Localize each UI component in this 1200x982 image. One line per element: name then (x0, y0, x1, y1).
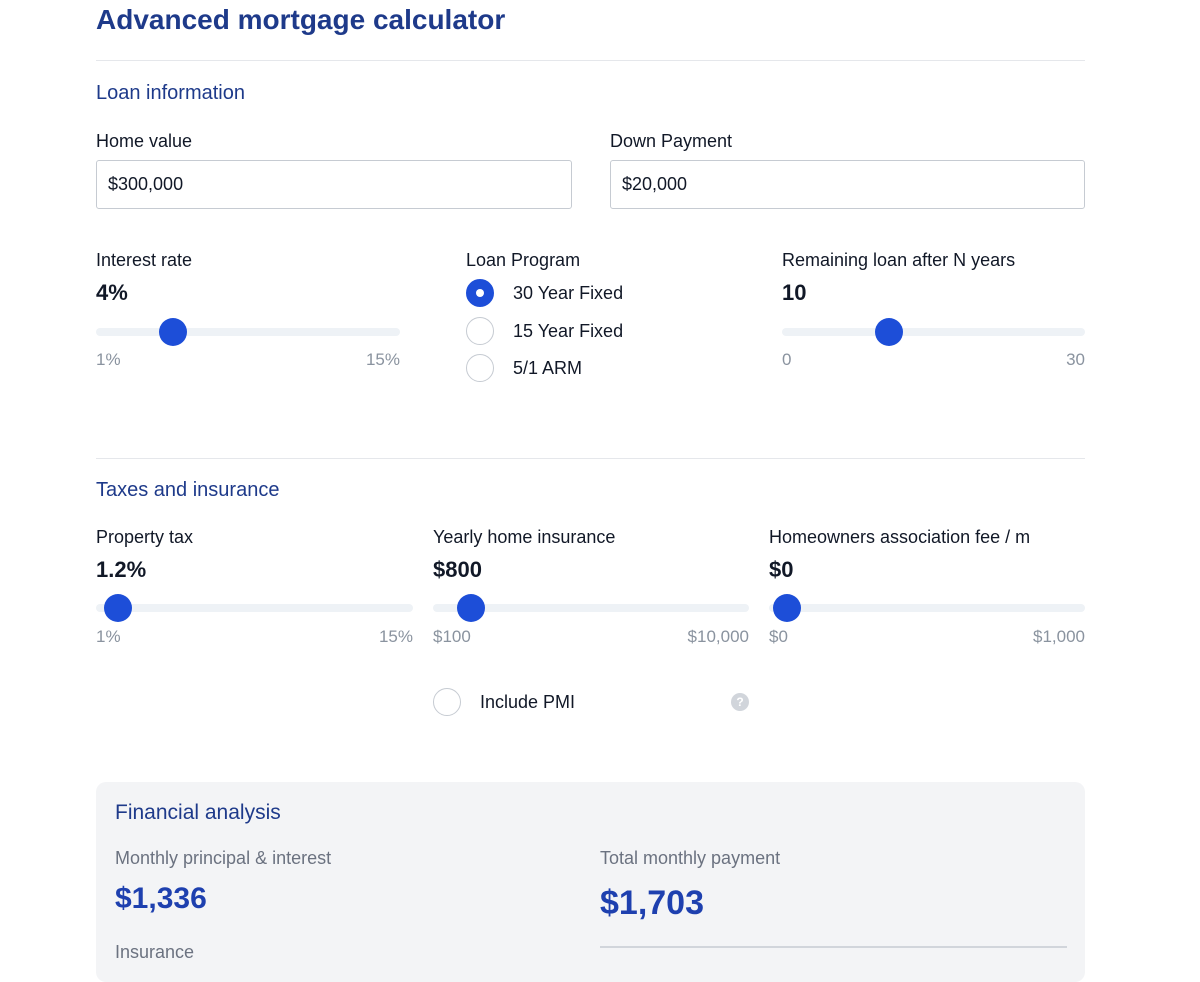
slider-track[interactable] (782, 328, 1085, 336)
interest-rate-slider[interactable] (96, 314, 400, 350)
include-pmi-label: Include PMI (480, 691, 576, 712)
slider-max-label: $1,000 (1033, 627, 1085, 646)
remaining-loan-slider[interactable] (782, 314, 1085, 350)
property-tax-slider[interactable] (96, 590, 413, 626)
slider-min-label: 1% (96, 627, 121, 646)
home-insurance-label: Yearly home insurance (433, 527, 616, 547)
property-tax-label: Property tax (96, 527, 194, 547)
remaining-loan-label: Remaining loan after N years (782, 250, 1016, 270)
slider-thumb[interactable] (103, 594, 132, 622)
radio-option-30-year-fixed[interactable]: 30 Year Fixed (466, 279, 623, 307)
section-title-loan-information: Loan information (96, 82, 245, 104)
slider-min-label: $100 (433, 627, 471, 646)
slider-thumb[interactable] (773, 594, 801, 622)
total-monthly-label: Total monthly payment (600, 848, 781, 868)
slider-min-label: 0 (782, 350, 792, 369)
radio-label: 30 Year Fixed (513, 282, 624, 303)
home-value-input[interactable] (96, 160, 572, 209)
financial-analysis-title: Financial analysis (115, 801, 281, 824)
radio-label: 15 Year Fixed (513, 320, 624, 341)
slider-max-label: 15% (365, 350, 400, 369)
page-title: Advanced mortgage calculator (96, 4, 506, 35)
radio-label: 5/1 ARM (513, 357, 583, 378)
total-monthly-value: $1,703 (600, 884, 704, 922)
radio-button[interactable] (466, 317, 494, 345)
principal-interest-label: Monthly principal & interest (115, 848, 332, 868)
pmi-toggle[interactable] (433, 688, 461, 716)
slider-thumb[interactable] (874, 318, 903, 346)
home-insurance-slider[interactable] (433, 590, 749, 626)
radio-option-15-year-fixed[interactable]: 15 Year Fixed (466, 317, 623, 345)
include-pmi-checkbox[interactable]: Include PMI (433, 688, 575, 716)
home-value-label: Home value (96, 131, 193, 151)
slider-track[interactable] (96, 604, 413, 612)
radio-option-5-1-arm[interactable]: 5/1 ARM (466, 354, 582, 382)
slider-track[interactable] (96, 328, 400, 336)
property-tax-value: 1.2% (96, 557, 147, 582)
interest-rate-value: 4% (96, 280, 128, 305)
hoa-fee-slider[interactable] (769, 590, 1085, 626)
radio-button[interactable] (466, 279, 494, 307)
home-insurance-value: $800 (433, 557, 482, 582)
slider-max-label: $10,000 (687, 627, 749, 646)
remaining-loan-value: 10 (782, 280, 807, 305)
slider-max-label: 30 (1066, 350, 1085, 369)
insurance-label: Insurance (115, 942, 195, 962)
slider-max-label: 15% (378, 627, 413, 646)
radio-button[interactable] (466, 354, 494, 382)
principal-interest-value: $1,336 (115, 882, 207, 915)
slider-track[interactable] (433, 604, 749, 612)
slider-min-label: 1% (96, 350, 121, 369)
loan-program-label: Loan Program (466, 250, 581, 270)
slider-min-label: $0 (769, 627, 788, 646)
financial-analysis-panel (96, 782, 1085, 982)
divider (600, 946, 1067, 948)
divider (96, 458, 1085, 459)
hoa-fee-label: Homeowners association fee / m (769, 527, 1031, 547)
slider-track[interactable] (769, 604, 1085, 612)
hoa-fee-value: $0 (769, 557, 794, 582)
section-title-taxes-insurance: Taxes and insurance (96, 479, 280, 501)
interest-rate-label: Interest rate (96, 250, 193, 270)
slider-thumb[interactable] (456, 594, 485, 622)
question-circle-icon[interactable]: ? (731, 693, 749, 711)
down-payment-label: Down Payment (610, 131, 733, 151)
down-payment-input[interactable] (610, 160, 1085, 209)
slider-thumb[interactable] (158, 318, 187, 346)
divider (96, 60, 1085, 61)
